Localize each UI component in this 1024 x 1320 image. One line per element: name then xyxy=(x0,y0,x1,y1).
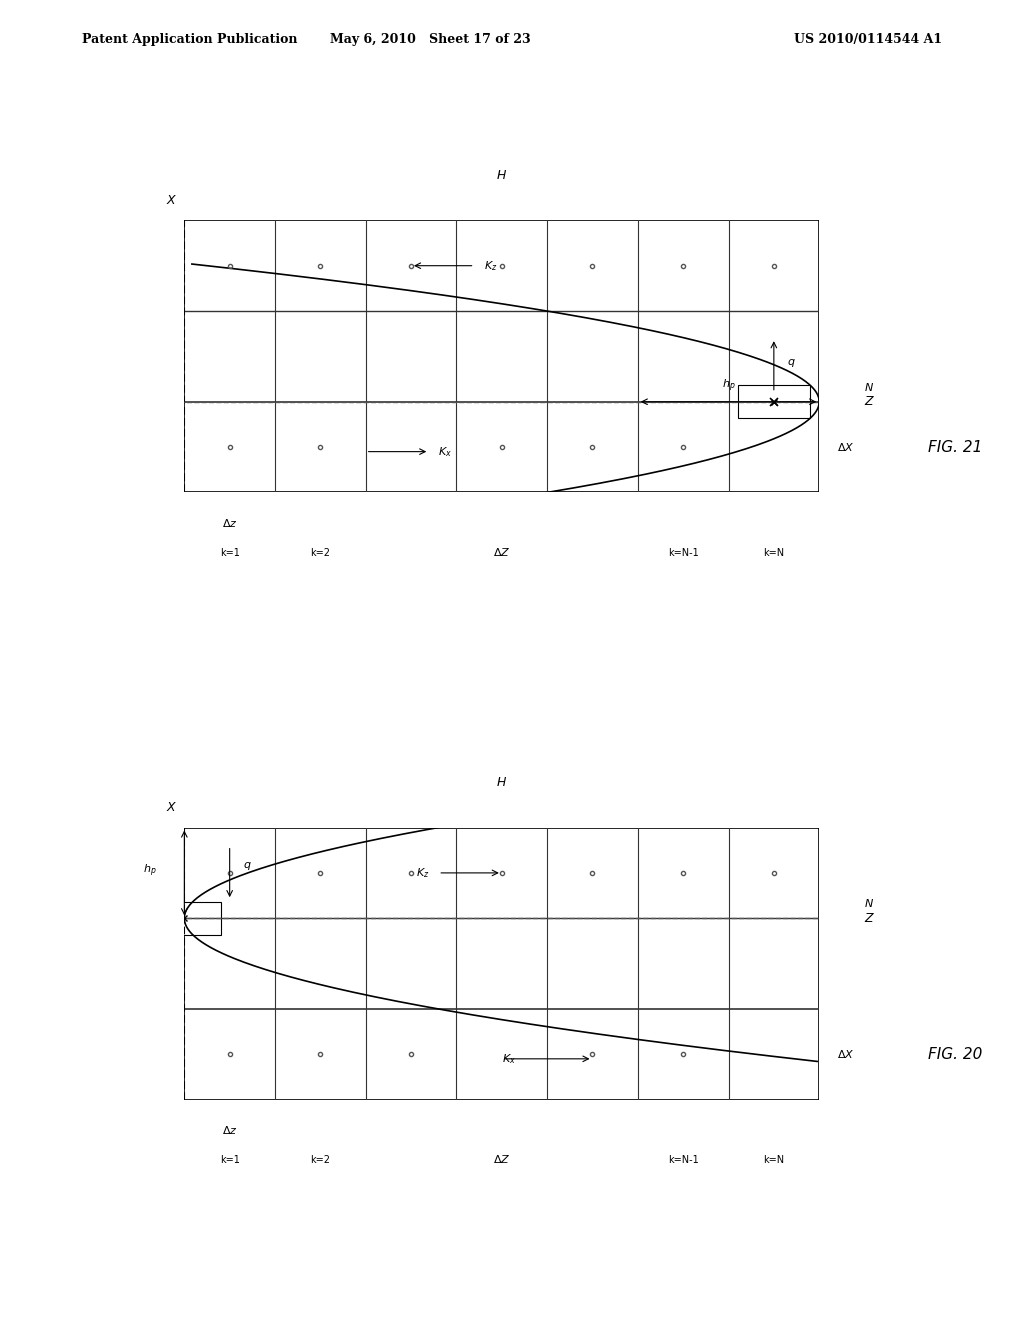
Text: k=2: k=2 xyxy=(310,548,331,558)
Text: k=N-1: k=N-1 xyxy=(668,1155,698,1166)
Text: X: X xyxy=(167,801,175,814)
Text: X: X xyxy=(167,194,175,207)
Text: H: H xyxy=(497,169,507,182)
Text: $\Delta Z$: $\Delta Z$ xyxy=(493,546,511,558)
Text: $\Delta X$: $\Delta X$ xyxy=(838,1048,855,1060)
Text: N: N xyxy=(864,899,872,909)
Text: Z: Z xyxy=(864,912,873,925)
Text: $\Delta z$: $\Delta z$ xyxy=(222,517,238,529)
Text: FIG. 20: FIG. 20 xyxy=(928,1047,982,1061)
Text: k=N: k=N xyxy=(763,548,784,558)
Text: Z: Z xyxy=(864,395,873,408)
Text: k=1: k=1 xyxy=(220,548,240,558)
Text: US 2010/0114544 A1: US 2010/0114544 A1 xyxy=(794,33,942,46)
Text: $K_x$: $K_x$ xyxy=(502,1052,516,1065)
Text: $K_z$: $K_z$ xyxy=(416,866,429,880)
Bar xyxy=(148,902,220,935)
Text: k=1: k=1 xyxy=(220,1155,240,1166)
Text: $\Delta X$: $\Delta X$ xyxy=(838,441,855,453)
Text: k=N: k=N xyxy=(763,1155,784,1166)
Text: Patent Application Publication: Patent Application Publication xyxy=(82,33,297,46)
Text: $h_p$: $h_p$ xyxy=(722,378,735,393)
Text: k=2: k=2 xyxy=(310,1155,331,1166)
Text: May 6, 2010   Sheet 17 of 23: May 6, 2010 Sheet 17 of 23 xyxy=(330,33,530,46)
Text: $q$: $q$ xyxy=(787,358,796,370)
Text: $q$: $q$ xyxy=(244,861,252,873)
Text: H: H xyxy=(497,776,507,789)
Text: $\Delta Z$: $\Delta Z$ xyxy=(493,1154,511,1166)
Bar xyxy=(737,385,810,418)
Text: $K_z$: $K_z$ xyxy=(483,259,497,273)
Text: k=N-1: k=N-1 xyxy=(668,548,698,558)
Text: FIG. 21: FIG. 21 xyxy=(928,440,982,454)
Text: N: N xyxy=(864,383,872,392)
Text: $h_p$: $h_p$ xyxy=(143,862,157,879)
Text: $K_x$: $K_x$ xyxy=(438,445,453,458)
Text: $\Delta z$: $\Delta z$ xyxy=(222,1125,238,1137)
